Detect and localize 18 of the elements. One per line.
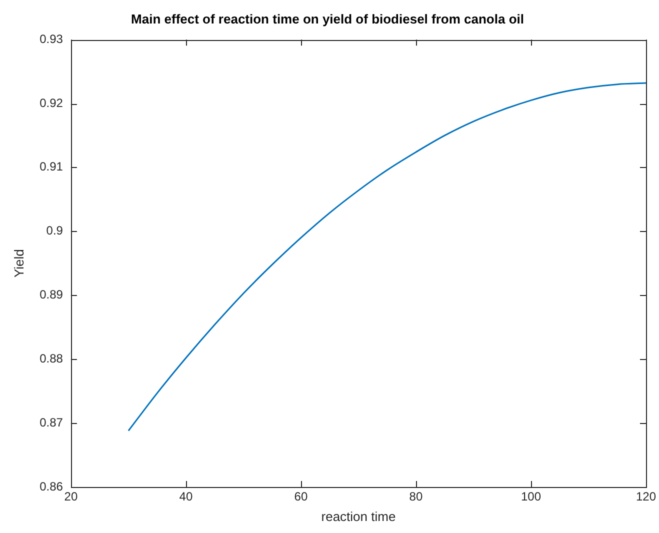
y-tick-label: 0.92 <box>40 96 64 110</box>
y-tick-label: 0.91 <box>40 160 64 174</box>
y-tick-label: 0.93 <box>40 32 64 46</box>
x-tick-label: 20 <box>64 490 78 504</box>
y-tick-label: 0.9 <box>46 224 64 238</box>
y-tick-label: 0.86 <box>40 479 64 494</box>
x-tick-label: 100 <box>520 490 542 504</box>
y-axis-title: Yield <box>11 249 26 278</box>
y-tick-label: 0.87 <box>40 415 64 430</box>
x-axis-title: reaction time <box>321 508 396 524</box>
chart-title: Main effect of reaction time on yield of biodiesel from canola oil <box>131 11 524 26</box>
x-tick-label: 40 <box>179 490 193 504</box>
y-tick-label: 0.88 <box>40 351 64 366</box>
y-tick-label: 0.89 <box>40 288 64 302</box>
line-series <box>128 82 646 432</box>
x-tick-label: 120 <box>636 490 656 504</box>
x-tick-label: 80 <box>409 490 423 504</box>
x-tick-label: 60 <box>294 490 308 504</box>
